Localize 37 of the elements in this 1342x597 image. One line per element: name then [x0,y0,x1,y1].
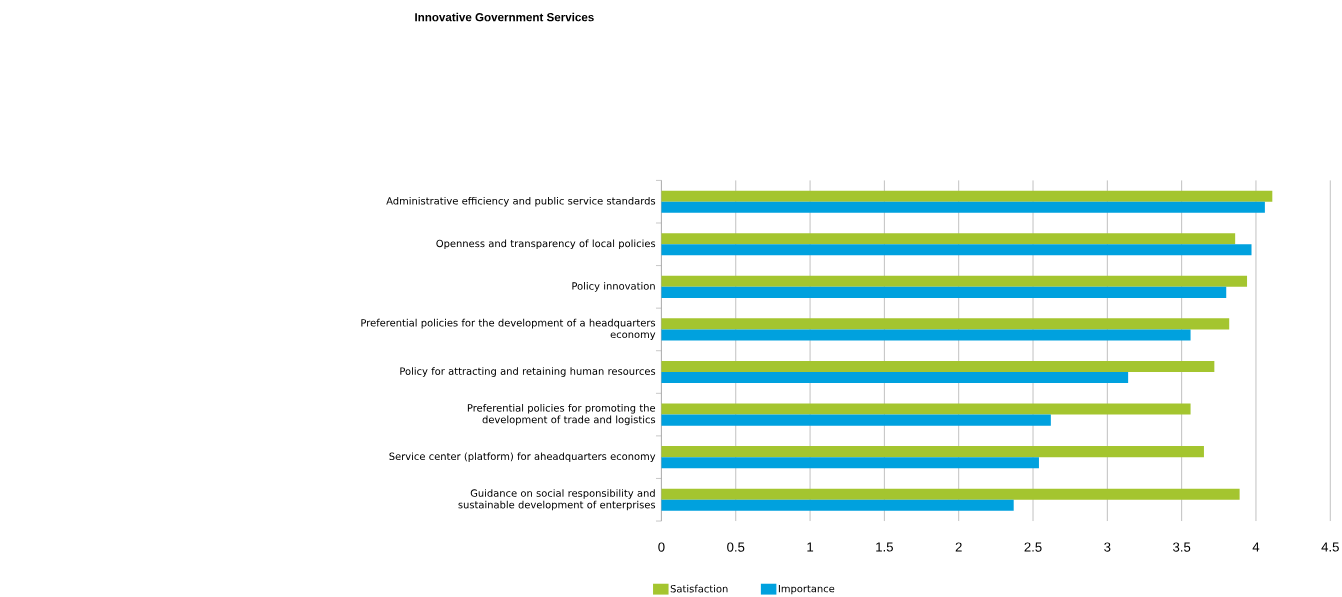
y-tick-label: Openness and transparency of local policies [436,239,656,250]
y-tick-label: Preferential policies for promoting the development of trade and logistics [467,404,656,426]
x-tick-label: 3.5 [1173,542,1191,552]
y-tick-label: Policy innovation [572,282,655,292]
y-tick-label: Preferential policies for the development of a headquarters economy [361,319,656,341]
legend-label: Satisfaction [670,585,728,593]
bar [661,287,1227,299]
bar [661,318,1230,330]
bar [661,329,1191,341]
bar [661,372,1129,384]
x-tick-label: 4.5 [1321,542,1339,552]
x-tick-label: 2 [955,542,962,552]
bar [661,414,1051,426]
x-tick-label: 2.5 [1024,542,1042,552]
x-tick-label: 1.5 [876,542,893,552]
y-tick-label: Policy for attracting and retaining human resources [400,367,656,378]
bar [661,244,1252,256]
bar [661,457,1039,469]
bar [661,276,1248,288]
bar [661,190,1273,202]
legend-label: Importance [778,585,835,595]
y-tick-label: Service center (platform) for aheadquarters economy [389,452,656,463]
bar [661,488,1240,500]
x-tick-label: 0.5 [727,542,745,552]
bar [661,446,1204,458]
x-tick-label: 0 [658,542,665,552]
text: Innovative Government Services [415,13,594,22]
bar [661,201,1265,213]
bar [661,361,1215,373]
y-tick-label: Guidance on social responsibility and sustainable development of enterprises [458,489,656,511]
bar [661,499,1014,512]
y-tick-label: Administrative efficiency and public service standards [386,197,656,207]
x-tick-label: 1 [807,542,814,552]
bar [661,403,1191,415]
x-tick-label: 4 [1252,542,1260,552]
bar [661,233,1236,245]
x-tick-label: 3 [1104,542,1111,552]
